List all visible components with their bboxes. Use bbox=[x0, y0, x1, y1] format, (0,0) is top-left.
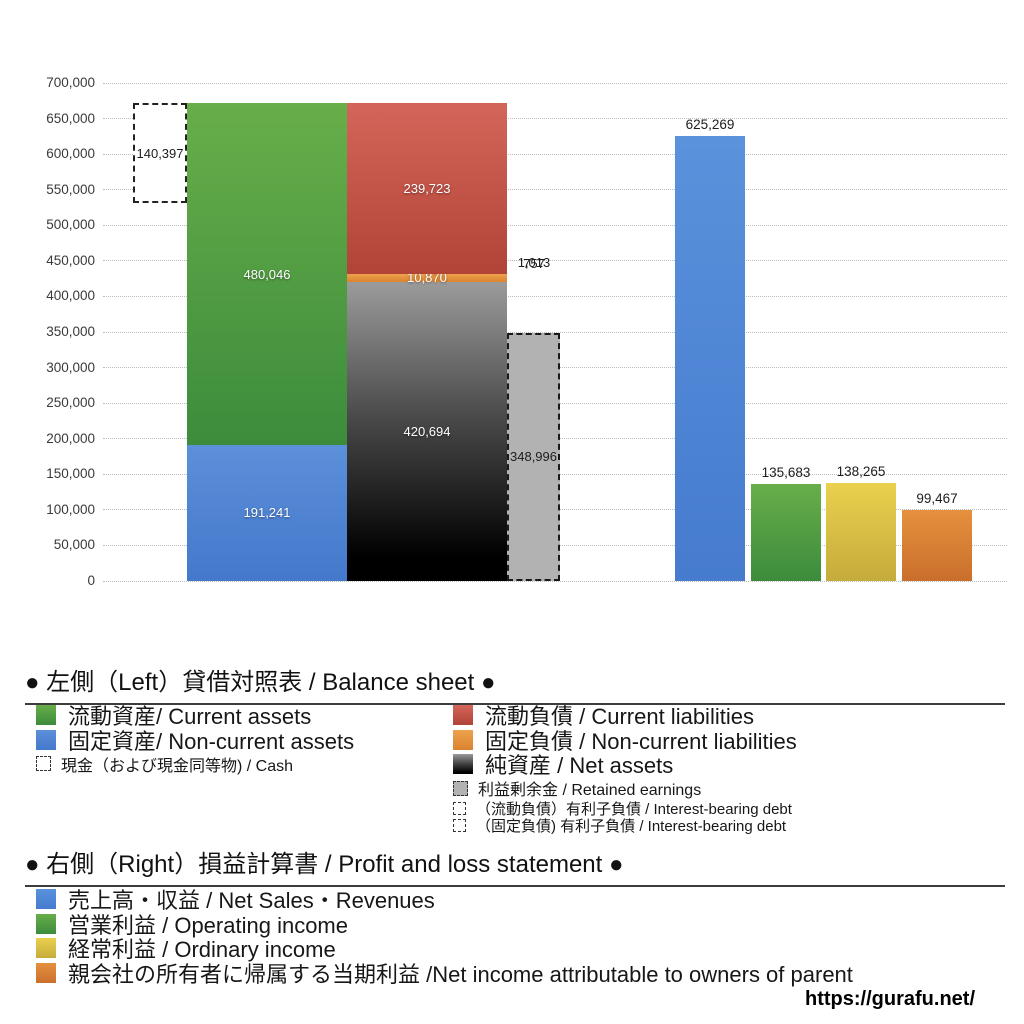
legend-swatch-retained-earnings-icon bbox=[453, 780, 468, 796]
balance-sheet-legend-header: ● 左側（Left）貸借対照表 / Balance sheet ● bbox=[25, 662, 1005, 705]
legend-item-non-current-assets: 固定資産/ Non-current assets bbox=[36, 728, 354, 754]
gridline bbox=[103, 331, 1007, 333]
y-axis-tick-label: 250,000 bbox=[46, 395, 95, 411]
ibd-current-value: 1,013 bbox=[517, 255, 551, 270]
legend-item-current-assets: 流動資産/ Current assets bbox=[36, 703, 354, 729]
legend-label-non-current-liabilities: 固定負債 / Non-current liabilities bbox=[485, 728, 797, 754]
legend-label-current-liabilities: 流動負債 / Current liabilities bbox=[485, 704, 754, 730]
y-axis-tick-label: 300,000 bbox=[46, 359, 95, 375]
legend-swatch-current-assets-icon bbox=[36, 705, 56, 726]
legend-item-cash: 現金（および現金同等物) / Cash bbox=[36, 752, 354, 775]
bar-value-ordinary-income: 138,265 bbox=[836, 463, 886, 479]
y-axis-tick-label: 0 bbox=[87, 573, 95, 588]
cash-value: 140,397 bbox=[136, 145, 184, 161]
bar-value-net-sales: 625,269 bbox=[685, 117, 735, 133]
legend-item-ordinary-income: 経常利益 / Ordinary income bbox=[36, 936, 853, 962]
y-axis-tick-label: 500,000 bbox=[46, 217, 95, 233]
legend-swatch-operating-income-icon bbox=[36, 913, 56, 934]
gridline bbox=[103, 118, 1007, 120]
legend-swatch-net-income-icon bbox=[36, 962, 56, 983]
y-axis-tick-label: 450,000 bbox=[46, 252, 95, 268]
legend-item-operating-income: 営業利益 / Operating income bbox=[36, 912, 853, 938]
legend-label-net-income: 親会社の所有者に帰属する当期利益 /Net income attributabl… bbox=[68, 961, 853, 987]
gridline bbox=[103, 224, 1007, 226]
bar-retained-earnings: 348,996 bbox=[507, 332, 560, 581]
legend-label-net-assets: 純資産 / Net assets bbox=[485, 753, 674, 779]
legend-item-interest-bearing-debt-current: （流動負債）有利子負債 / Interest-bearing debt bbox=[453, 800, 797, 818]
balance-sheet-legend-left-column: 流動資産/ Current assets 固定資産/ Non-current as… bbox=[36, 703, 354, 775]
y-axis-tick-label: 100,000 bbox=[46, 501, 95, 517]
legend-label-interest-bearing-debt-non-current: （固定負債) 有利子負債 / Interest-bearing debt bbox=[476, 818, 787, 836]
interest-bearing-debt-labels: 1,013 757 bbox=[503, 255, 565, 275]
y-axis-tick-label: 700,000 bbox=[46, 75, 95, 90]
legend-item-net-assets: 純資産 / Net assets bbox=[453, 752, 797, 778]
gridline bbox=[103, 82, 1007, 84]
bar-operating-income bbox=[751, 484, 821, 581]
gridline bbox=[103, 580, 1007, 582]
y-axis-tick-label: 600,000 bbox=[46, 146, 95, 162]
legend-swatch-non-current-assets-icon bbox=[36, 729, 56, 750]
bar-segment-net-assets: 420,694 bbox=[347, 281, 507, 581]
legend-swatch-non-current-liabilities-icon bbox=[453, 729, 473, 750]
bar-ordinary-income bbox=[826, 482, 896, 581]
profit-loss-legend: 売上高・収益 / Net Sales・Revenues 営業利益 / Operat… bbox=[36, 887, 853, 987]
y-axis-tick-label: 50,000 bbox=[53, 537, 95, 553]
legend-swatch-interest-bearing-debt-non-current-icon bbox=[453, 819, 466, 833]
cash-box: 140,397 bbox=[133, 103, 187, 204]
legend-label-retained-earnings: 利益剰余金 / Retained earnings bbox=[478, 782, 702, 799]
bar-value-current-assets: 480,046 bbox=[243, 266, 291, 282]
balance-sheet-legend-right-column: 流動負債 / Current liabilities 固定負債 / Non-cur… bbox=[453, 703, 797, 835]
bar-segment-non-current-liabilities: 10,870 bbox=[347, 270, 507, 285]
legend-label-net-sales: 売上高・収益 / Net Sales・Revenues bbox=[68, 888, 435, 914]
gridline bbox=[103, 153, 1007, 155]
legend-item-current-liabilities: 流動負債 / Current liabilities bbox=[453, 703, 797, 729]
legend-label-cash: 現金（および現金同等物) / Cash bbox=[61, 757, 294, 775]
legend-label-operating-income: 営業利益 / Operating income bbox=[68, 912, 348, 938]
profit-loss-legend-header: ● 右側（Right）損益計算書 / Profit and loss state… bbox=[25, 844, 1005, 887]
legend-item-net-income: 親会社の所有者に帰属する当期利益 /Net income attributabl… bbox=[36, 961, 853, 987]
gridline bbox=[103, 260, 1007, 262]
bar-value-operating-income: 135,683 bbox=[761, 465, 811, 481]
y-axis-tick-label: 550,000 bbox=[46, 181, 95, 197]
legend-label-non-current-assets: 固定資産/ Non-current assets bbox=[68, 728, 355, 754]
y-axis-tick-label: 200,000 bbox=[46, 430, 95, 446]
bar-net-sales bbox=[675, 136, 745, 581]
gridline bbox=[103, 189, 1007, 191]
y-axis-tick-label: 150,000 bbox=[46, 466, 95, 482]
legend-item-net-sales: 売上高・収益 / Net Sales・Revenues bbox=[36, 887, 853, 913]
legend-item-retained-earnings: 利益剰余金 / Retained earnings bbox=[453, 777, 797, 800]
legend-swatch-interest-bearing-debt-current-icon bbox=[453, 801, 466, 815]
y-axis-tick-label: 400,000 bbox=[46, 288, 95, 304]
legend-item-interest-bearing-debt-non-current: （固定負債) 有利子負債 / Interest-bearing debt bbox=[453, 817, 797, 835]
bar-value-net-assets: 420,694 bbox=[403, 423, 451, 439]
legend-swatch-net-assets-icon bbox=[453, 754, 473, 775]
bar-value-retained-earnings: 348,996 bbox=[510, 449, 557, 465]
site-url: https://gurafu.net/ bbox=[805, 988, 975, 1010]
legend-label-ordinary-income: 経常利益 / Ordinary income bbox=[68, 937, 336, 963]
legend-label-current-assets: 流動資産/ Current assets bbox=[68, 704, 312, 730]
legend-swatch-current-liabilities-icon bbox=[453, 705, 473, 726]
ibd-non-current-value: 757 bbox=[523, 256, 545, 271]
bar-chart: 0 50,000 100,000 150,000 200,000 250,000 300,0… bbox=[46, 75, 1007, 588]
legend-item-non-current-liabilities: 固定負債 / Non-current liabilities bbox=[453, 728, 797, 754]
y-axis-tick-label: 350,000 bbox=[46, 324, 95, 339]
bar-segment-non-current-assets: 191,241 bbox=[187, 444, 347, 581]
y-axis-tick-label: 650,000 bbox=[46, 110, 95, 126]
legend-swatch-cash-icon bbox=[36, 756, 51, 771]
legend-label-interest-bearing-debt-current: （流動負債）有利子負債 / Interest-bearing debt bbox=[476, 800, 792, 818]
bar-value-non-current-assets: 191,241 bbox=[243, 505, 291, 521]
legend-swatch-ordinary-income-icon bbox=[36, 938, 56, 959]
bar-value-current-liabilities: 239,723 bbox=[403, 181, 451, 197]
bar-value-net-income: 99,467 bbox=[916, 491, 958, 507]
legend-swatch-net-sales-icon bbox=[36, 889, 56, 910]
bar-segment-current-assets: 480,046 bbox=[187, 103, 347, 445]
gridline bbox=[103, 295, 1007, 297]
bar-segment-current-liabilities: 239,723 bbox=[347, 103, 507, 274]
bar-net-income bbox=[902, 510, 972, 581]
